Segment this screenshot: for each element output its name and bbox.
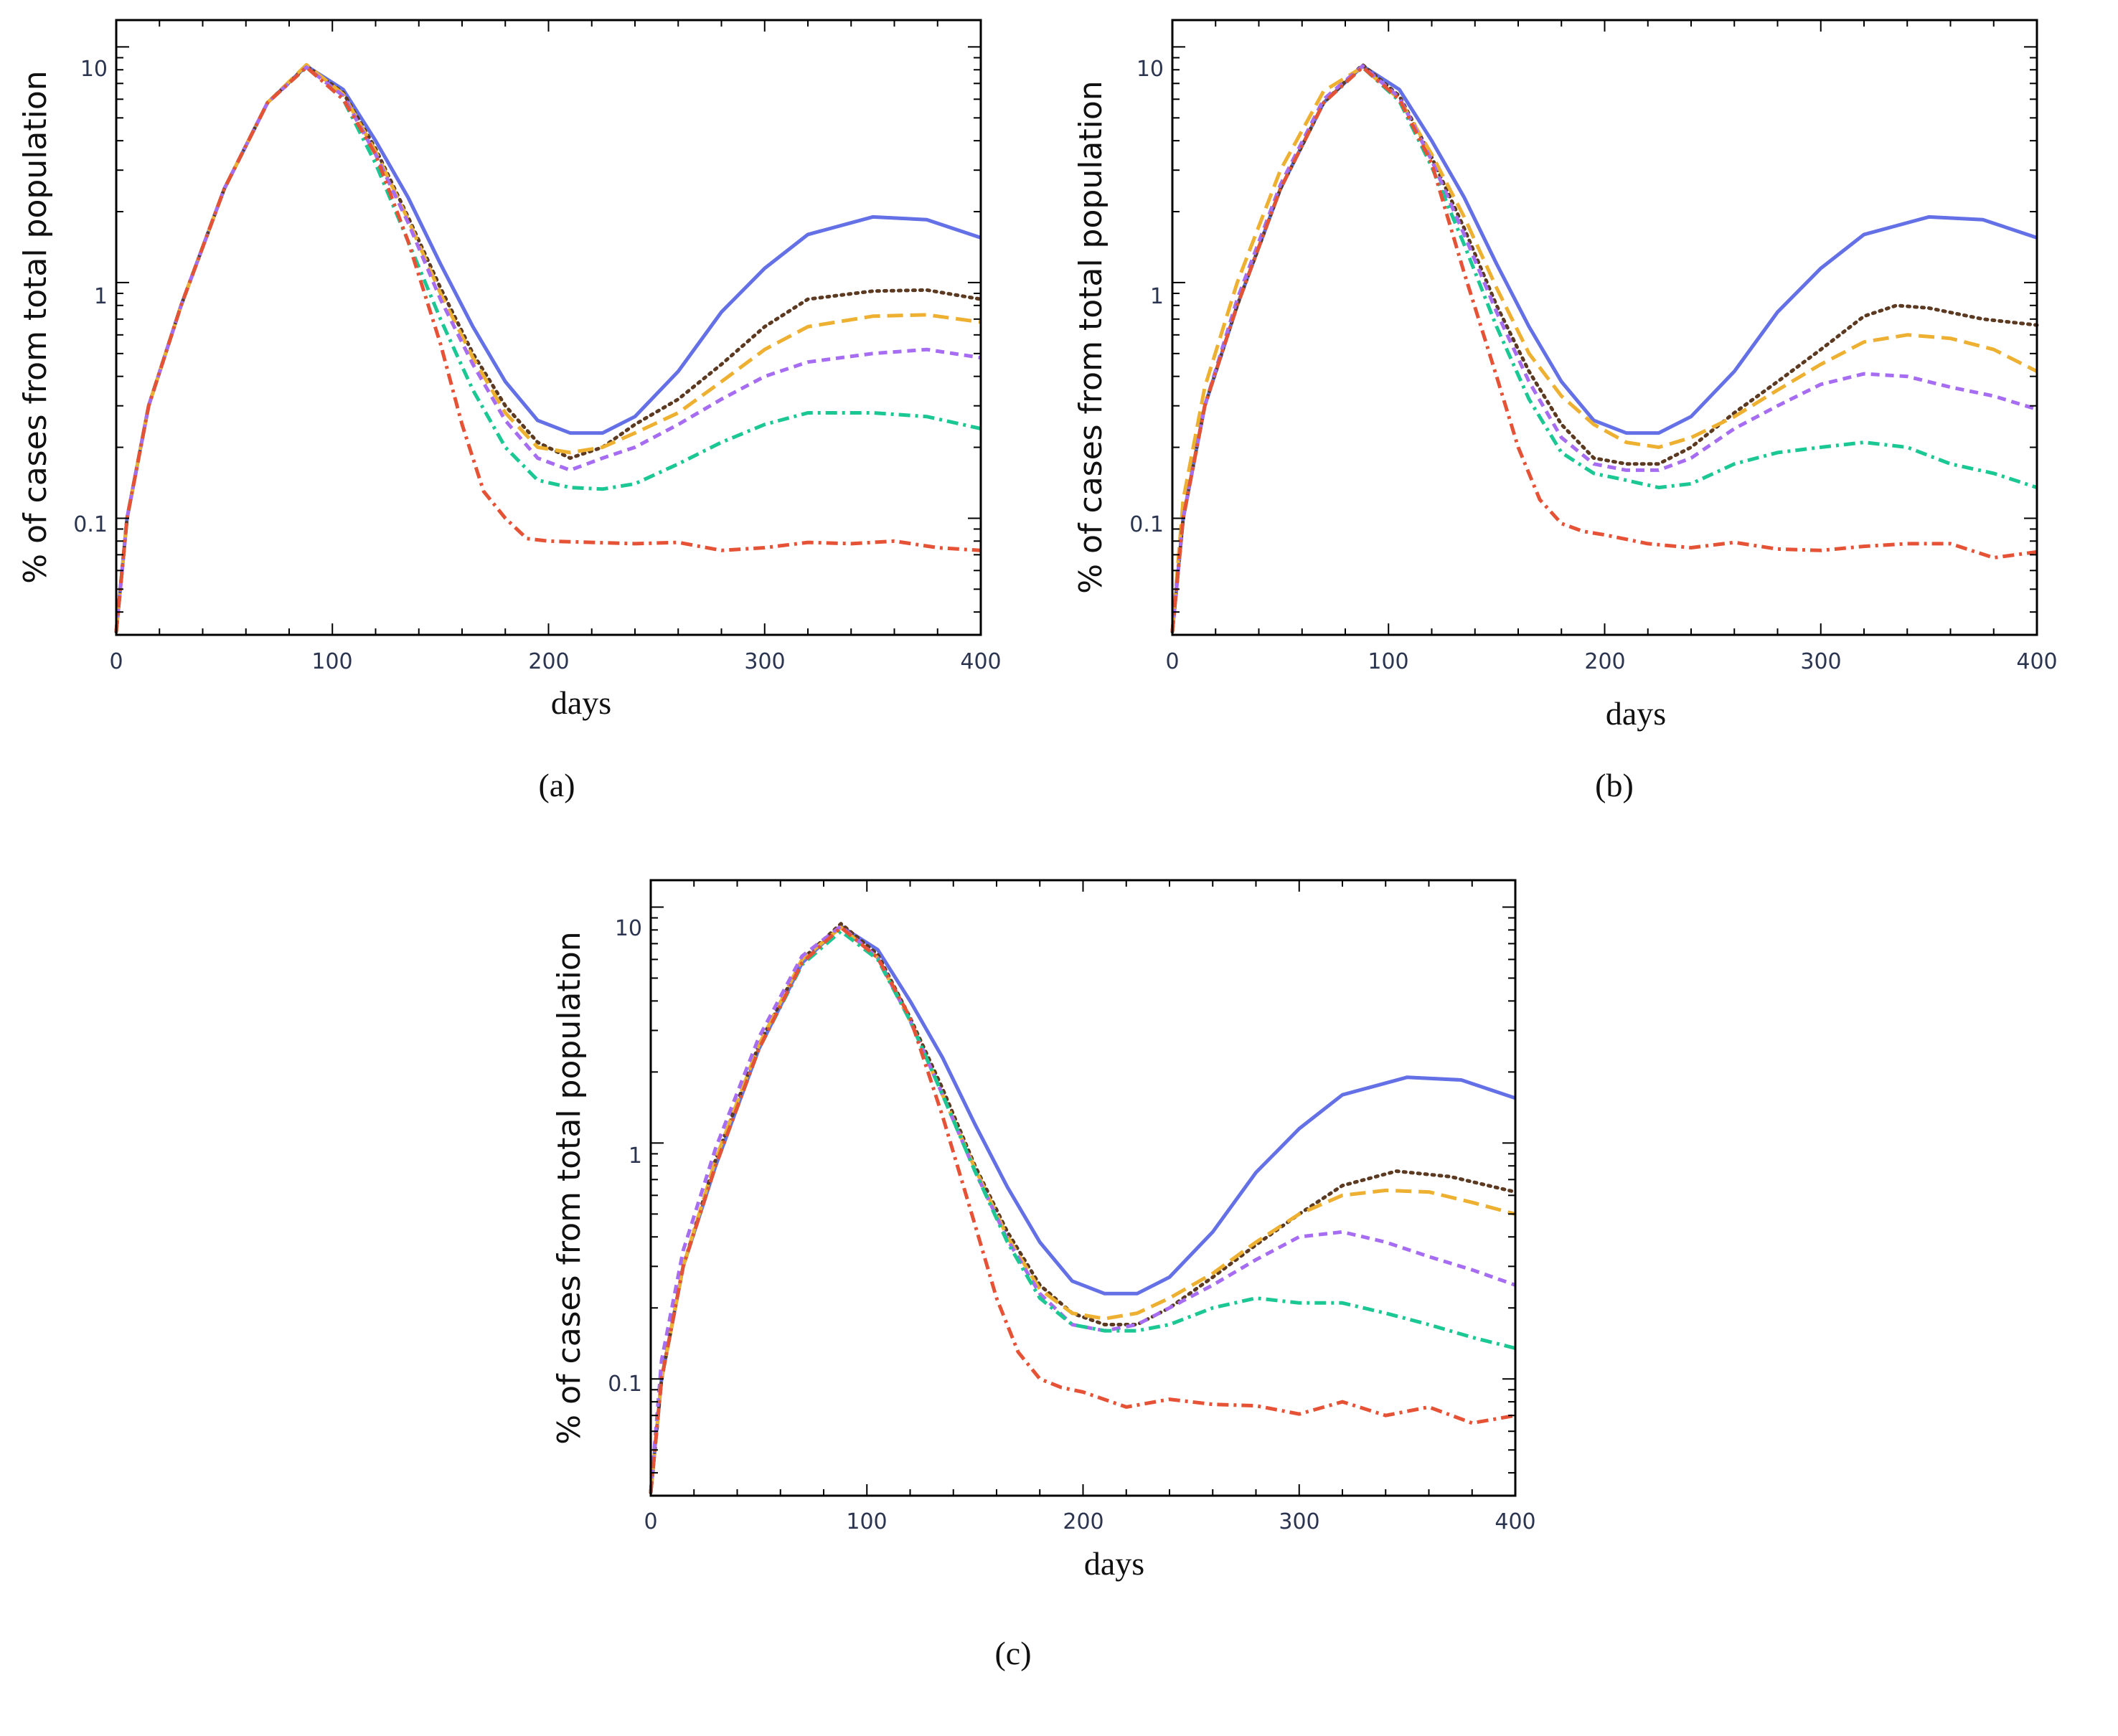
series-line-orange-dashed — [649, 925, 1516, 1493]
series-line-purple-shortdash — [1170, 64, 2038, 632]
x-tick-label: 200 — [1584, 649, 1625, 674]
tick-layer — [1172, 20, 2038, 635]
series-line-red-dashdot — [114, 65, 982, 632]
plot-frame — [1171, 19, 2038, 636]
chart-panel-b: 0 100 200 300 400 0.1 1 10 days % of cas… — [1073, 19, 2058, 803]
series-line-brown-dotted — [1170, 62, 2039, 634]
y-tick-label: 10 — [615, 916, 642, 941]
y-tick-label: 1 — [94, 284, 108, 309]
panel-caption-a: (a) — [538, 767, 575, 803]
x-tick-label: 0 — [109, 649, 123, 674]
series-line-green-dashdot — [1170, 65, 2038, 632]
y-tick-label: 10 — [80, 57, 108, 82]
x-tick-label: 200 — [528, 649, 569, 674]
y-tick-label: 0.1 — [608, 1372, 642, 1397]
series-line-red-dashdot — [649, 925, 1516, 1493]
series-layer — [1170, 62, 2039, 634]
series-layer — [649, 922, 1517, 1495]
x-tick-label: 300 — [1800, 649, 1841, 674]
x-tick-label: 400 — [2016, 649, 2057, 674]
x-tick-label: 300 — [1279, 1509, 1319, 1534]
series-line-red-dashdot — [1170, 65, 2038, 632]
x-tick-label: 200 — [1063, 1509, 1103, 1534]
y-tick-label: 10 — [1136, 57, 1164, 82]
tick-layer — [116, 20, 982, 635]
tick-layer — [650, 880, 1516, 1496]
y-axis-title: % of cases from total population — [1073, 80, 1109, 593]
series-line-purple-shortdash — [114, 65, 982, 632]
panel-caption-b: (b) — [1595, 767, 1634, 803]
chart-panel-a: 0 100 200 300 400 0.1 1 10 days % of cas… — [17, 19, 1002, 803]
x-tick-label: 400 — [960, 649, 1001, 674]
x-axis-title: days — [1606, 695, 1666, 732]
y-tick-label: 0.1 — [73, 512, 108, 537]
series-line-blue-solid — [114, 64, 982, 632]
x-tick-label: 100 — [311, 649, 352, 674]
y-axis-title: % of cases from total population — [17, 70, 54, 583]
series-line-brown-dotted — [649, 922, 1517, 1495]
series-line-blue-solid — [1170, 64, 2038, 632]
panel-caption-c: (c) — [994, 1635, 1031, 1671]
y-tick-label: 1 — [1150, 284, 1164, 309]
series-line-orange-dashed — [114, 62, 982, 632]
series-line-orange-dashed — [1170, 65, 2038, 632]
x-axis-title: days — [551, 684, 611, 721]
x-tick-label: 100 — [1368, 649, 1408, 674]
series-line-green-dashdot — [114, 65, 982, 632]
x-tick-label: 100 — [846, 1509, 887, 1534]
series-line-green-dashdot — [649, 929, 1516, 1493]
y-tick-label: 0.1 — [1129, 512, 1164, 537]
x-tick-label: 300 — [744, 649, 785, 674]
plot-frame — [649, 879, 1517, 1497]
series-layer — [114, 62, 983, 634]
x-tick-label: 0 — [644, 1509, 657, 1534]
y-tick-label: 1 — [629, 1143, 642, 1169]
series-line-purple-shortdash — [649, 924, 1516, 1493]
x-tick-label: 0 — [1165, 649, 1179, 674]
series-line-blue-solid — [649, 924, 1516, 1493]
series-line-brown-dotted — [114, 64, 983, 634]
y-axis-title: % of cases from total population — [551, 931, 588, 1444]
x-tick-label: 400 — [1495, 1509, 1535, 1534]
chart-panel-c: 0 100 200 300 400 0.1 1 10 days % of cas… — [551, 879, 1536, 1671]
x-axis-title: days — [1084, 1545, 1144, 1582]
